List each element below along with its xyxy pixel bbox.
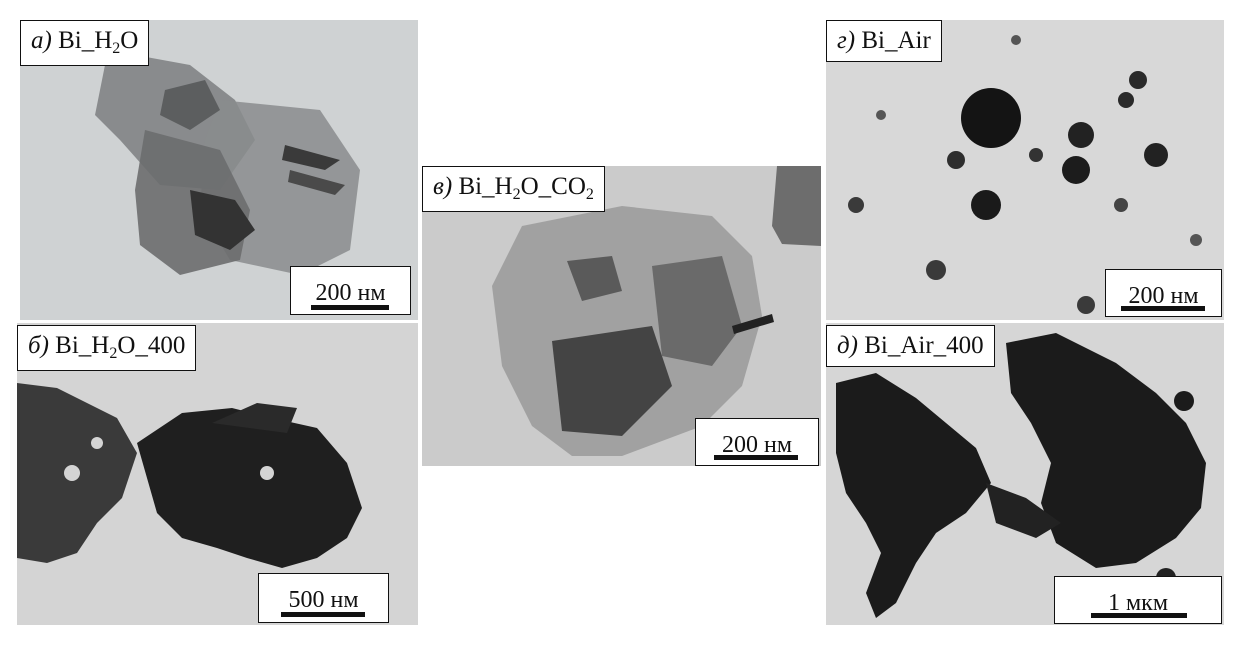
tem-micrograph-sheet	[422, 166, 821, 466]
panel-label-v: в) Bi_H2O_CO2	[422, 166, 605, 212]
scale-bar-line	[281, 612, 365, 617]
sample-name: Bi_H	[55, 332, 110, 359]
sample-name: Bi_H	[458, 173, 513, 200]
tem-micrograph-flakes	[20, 20, 418, 320]
tem-micrograph-network	[826, 323, 1224, 625]
tem-image-bi-h2o-400: б) Bi_H2O_400 500 нм	[17, 323, 418, 625]
panel-label-a: а) Bi_H2O	[20, 20, 150, 66]
scale-bar-label: 200 нм	[1128, 283, 1199, 309]
scale-bar-v: 200 нм	[695, 418, 819, 466]
scale-bar-b: 500 нм	[258, 573, 389, 623]
scale-bar-label: 200 нм	[315, 280, 386, 306]
panel-label-b: б) Bi_H2O_400	[17, 325, 197, 371]
scale-bar-a: 200 нм	[290, 266, 411, 315]
scale-bar-d: 1 мкм	[1054, 576, 1222, 624]
tem-image-bi-air: г) Bi_Air 200 нм	[826, 20, 1224, 320]
scale-bar-line	[311, 305, 389, 310]
subscript: 2	[512, 186, 521, 203]
sample-name: Bi_H	[58, 27, 113, 54]
sample-name-suffix: O	[120, 27, 139, 54]
tem-image-bi-air-400: д) Bi_Air_400 1 мкм	[826, 323, 1224, 625]
panel-letter: в)	[433, 173, 453, 200]
scale-bar-g: 200 нм	[1105, 269, 1222, 317]
subscript: 2	[112, 40, 121, 57]
panel-letter: д)	[837, 332, 858, 359]
panel-label-d: д) Bi_Air_400	[826, 325, 995, 367]
sample-name: Bi_Air_400	[864, 332, 984, 359]
subscript: 2	[585, 186, 594, 203]
panel-letter: г)	[837, 27, 856, 54]
scale-bar-line	[1091, 613, 1187, 618]
scale-bar-label: 1 мкм	[1107, 590, 1169, 616]
sample-name-middle: O_CO	[520, 173, 586, 200]
panel-label-g: г) Bi_Air	[826, 20, 942, 62]
scale-bar-line	[1121, 306, 1205, 311]
panel-letter: а)	[31, 27, 52, 54]
tem-image-bi-h2o: а) Bi_H2O 200 нм	[20, 20, 418, 320]
sample-name: Bi_Air	[861, 27, 931, 54]
panel-letter: б)	[28, 332, 49, 359]
scale-bar-line	[714, 455, 798, 460]
scale-bar-label: 500 нм	[288, 587, 359, 613]
scale-bar-label: 200 нм	[721, 432, 793, 458]
tem-image-bi-h2o-co2: в) Bi_H2O_CO2 200 нм	[422, 166, 821, 466]
subscript: 2	[109, 345, 118, 362]
sample-name-suffix: O_400	[117, 332, 186, 359]
